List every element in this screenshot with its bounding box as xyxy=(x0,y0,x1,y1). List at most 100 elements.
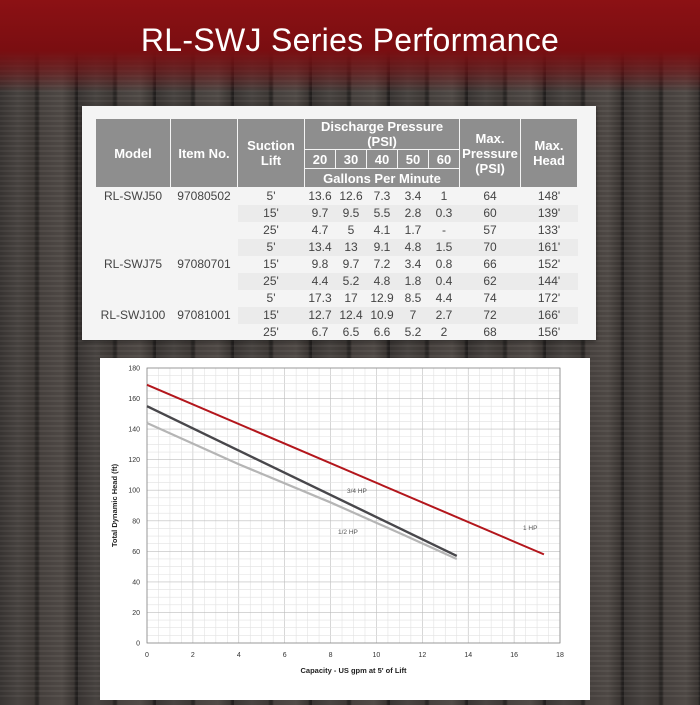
cell-gpm-40: 7.3 xyxy=(373,189,391,203)
cell-max-pressure: 72 xyxy=(459,307,521,324)
cell-gpm-40: 12.9 xyxy=(370,291,394,305)
cell-model xyxy=(96,239,171,256)
performance-table: Model Item No. Suction Lift Discharge Pr… xyxy=(95,118,578,341)
cell-gpm-60: 0.4 xyxy=(428,273,460,290)
table-row: RL-SWJ50 97080502 5' 13.6 12.6 7.3 3.4 1 64 148' xyxy=(96,188,578,206)
cell-gpm-60: 2.7 xyxy=(428,307,460,324)
cell-item-no xyxy=(171,290,238,307)
cell-gpm-30: 12.6 xyxy=(339,189,363,203)
cell-gpm-50: 1.7 xyxy=(404,223,422,237)
cell-suction-lift: 5' xyxy=(266,291,276,305)
cell-gpm-30: 9.7 xyxy=(342,257,360,271)
x-tick-label: 16 xyxy=(510,652,518,659)
cell-model xyxy=(96,324,171,341)
cell-max-head: 148' xyxy=(537,189,561,203)
cell-gpm-60: 4.4 xyxy=(435,291,453,305)
cell-max-head: 139' xyxy=(520,205,578,222)
x-tick-label: 12 xyxy=(418,652,426,659)
cell-gpm-60: 1 xyxy=(440,189,448,203)
cell-gpm-50: 1.8 xyxy=(397,273,429,290)
cell-gpm-50: 8.5 xyxy=(404,291,422,305)
header-pressure-60: 60 xyxy=(428,149,460,169)
cell-max-pressure: 70 xyxy=(459,239,521,256)
cell-max-head: 161' xyxy=(520,239,578,256)
cell-gpm-50: 3.4 xyxy=(404,257,422,271)
header-item-no: Item No. xyxy=(170,118,238,188)
cell-suction-lift: 25' xyxy=(263,325,279,339)
cell-gpm-40: 7.2 xyxy=(373,257,391,271)
cell-item-no xyxy=(171,324,238,341)
cell-max-pressure: 64 xyxy=(483,189,497,203)
cell-max-head: 133' xyxy=(537,223,561,237)
cell-max-pressure: 62 xyxy=(459,273,521,290)
cell-item-no: 97080502 xyxy=(177,189,231,203)
header-model: Model xyxy=(95,118,171,188)
cell-max-head: 156' xyxy=(537,325,561,339)
x-tick-label: 4 xyxy=(237,652,241,659)
x-tick-label: 0 xyxy=(145,652,149,659)
cell-gpm-20: 6.7 xyxy=(311,325,329,339)
cell-item-no xyxy=(171,205,238,222)
cell-model: RL-SWJ100 xyxy=(100,308,166,322)
cell-gpm-20: 4.7 xyxy=(311,223,329,237)
title-banner xyxy=(0,0,700,92)
cell-suction-lift: 15' xyxy=(237,307,305,324)
cell-gpm-40: 4.8 xyxy=(366,273,398,290)
header-pressure-40: 40 xyxy=(366,149,398,169)
series-line-1-2-hp xyxy=(146,421,458,560)
cell-item-no xyxy=(171,273,238,290)
x-tick-label: 18 xyxy=(556,652,564,659)
cell-max-head: 166' xyxy=(520,307,578,324)
cell-suction-lift: 15' xyxy=(263,257,279,271)
y-tick-label: 160 xyxy=(128,396,140,403)
cell-gpm-40: 10.9 xyxy=(366,307,398,324)
y-axis-label: Total Dynamic Head (ft) xyxy=(110,463,119,547)
header-pressure-30: 30 xyxy=(335,149,367,169)
series-line-1-hp xyxy=(146,383,545,556)
y-tick-label: 180 xyxy=(128,366,140,373)
cell-gpm-20: 13.4 xyxy=(304,239,336,256)
header-max-pressure: Max. Pressure (PSI) xyxy=(459,118,521,188)
y-tick-label: 40 xyxy=(132,579,140,586)
cell-gpm-50: 5.2 xyxy=(404,325,422,339)
y-tick-label: 100 xyxy=(128,488,140,495)
table-row: RL-SWJ75 97080701 15' 9.8 9.7 7.2 3.4 0.8 66 152' xyxy=(96,256,578,273)
table-row: 25' 4.7 5 4.1 1.7 - 57 133' xyxy=(96,222,578,239)
header-max-head: Max. Head xyxy=(520,118,578,188)
y-tick-label: 20 xyxy=(132,610,140,617)
cell-model: RL-SWJ50 xyxy=(103,189,162,203)
series-label: 1 HP xyxy=(523,525,537,532)
cell-max-head: 144' xyxy=(520,273,578,290)
cell-gpm-60: 1.5 xyxy=(428,239,460,256)
cell-item-no: 97081001 xyxy=(177,308,231,322)
cell-gpm-30: 6.5 xyxy=(342,325,360,339)
cell-gpm-20: 12.7 xyxy=(304,307,336,324)
cell-gpm-20: 9.7 xyxy=(304,205,336,222)
cell-suction-lift: 25' xyxy=(237,273,305,290)
y-tick-label: 120 xyxy=(128,457,140,464)
cell-gpm-20: 4.4 xyxy=(304,273,336,290)
y-tick-label: 80 xyxy=(132,518,140,525)
series-label: 1/2 HP xyxy=(338,529,358,536)
cell-gpm-50: 2.8 xyxy=(397,205,429,222)
series-line-3-4-hp xyxy=(146,405,458,557)
cell-suction-lift: 15' xyxy=(237,205,305,222)
table-row: 15' 9.7 9.5 5.5 2.8 0.3 60 139' xyxy=(96,205,578,222)
performance-chart-card: 0 2 4 6 8 10 12 14 16 18 0 20 40 60 80 100 120 140 160 180 C… xyxy=(100,358,590,700)
cell-suction-lift: 25' xyxy=(263,223,279,237)
header-suction-lift: Suction Lift xyxy=(237,118,305,188)
table-row: RL-SWJ100 97081001 15' 12.7 12.4 10.9 7 2.7 72 16… xyxy=(96,307,578,324)
cell-max-pressure: 68 xyxy=(483,325,497,339)
x-tick-label: 14 xyxy=(464,652,472,659)
x-tick-label: 8 xyxy=(329,652,333,659)
header-pressure-20: 20 xyxy=(304,149,336,169)
table-row: 25' 4.4 5.2 4.8 1.8 0.4 62 144' xyxy=(96,273,578,290)
header-discharge-pressure: Discharge Pressure (PSI) xyxy=(304,118,460,150)
performance-chart: 0 2 4 6 8 10 12 14 16 18020406080100120140160180C… xyxy=(110,366,564,676)
cell-suction-lift: 5' xyxy=(237,239,305,256)
cell-gpm-30: 9.5 xyxy=(335,205,367,222)
table-row: 25' 6.7 6.5 6.6 5.2 2 68 156' xyxy=(96,324,578,341)
y-tick-label: 60 xyxy=(132,549,140,556)
cell-item-no: 97080701 xyxy=(177,257,231,271)
cell-gpm-50: 4.8 xyxy=(397,239,429,256)
